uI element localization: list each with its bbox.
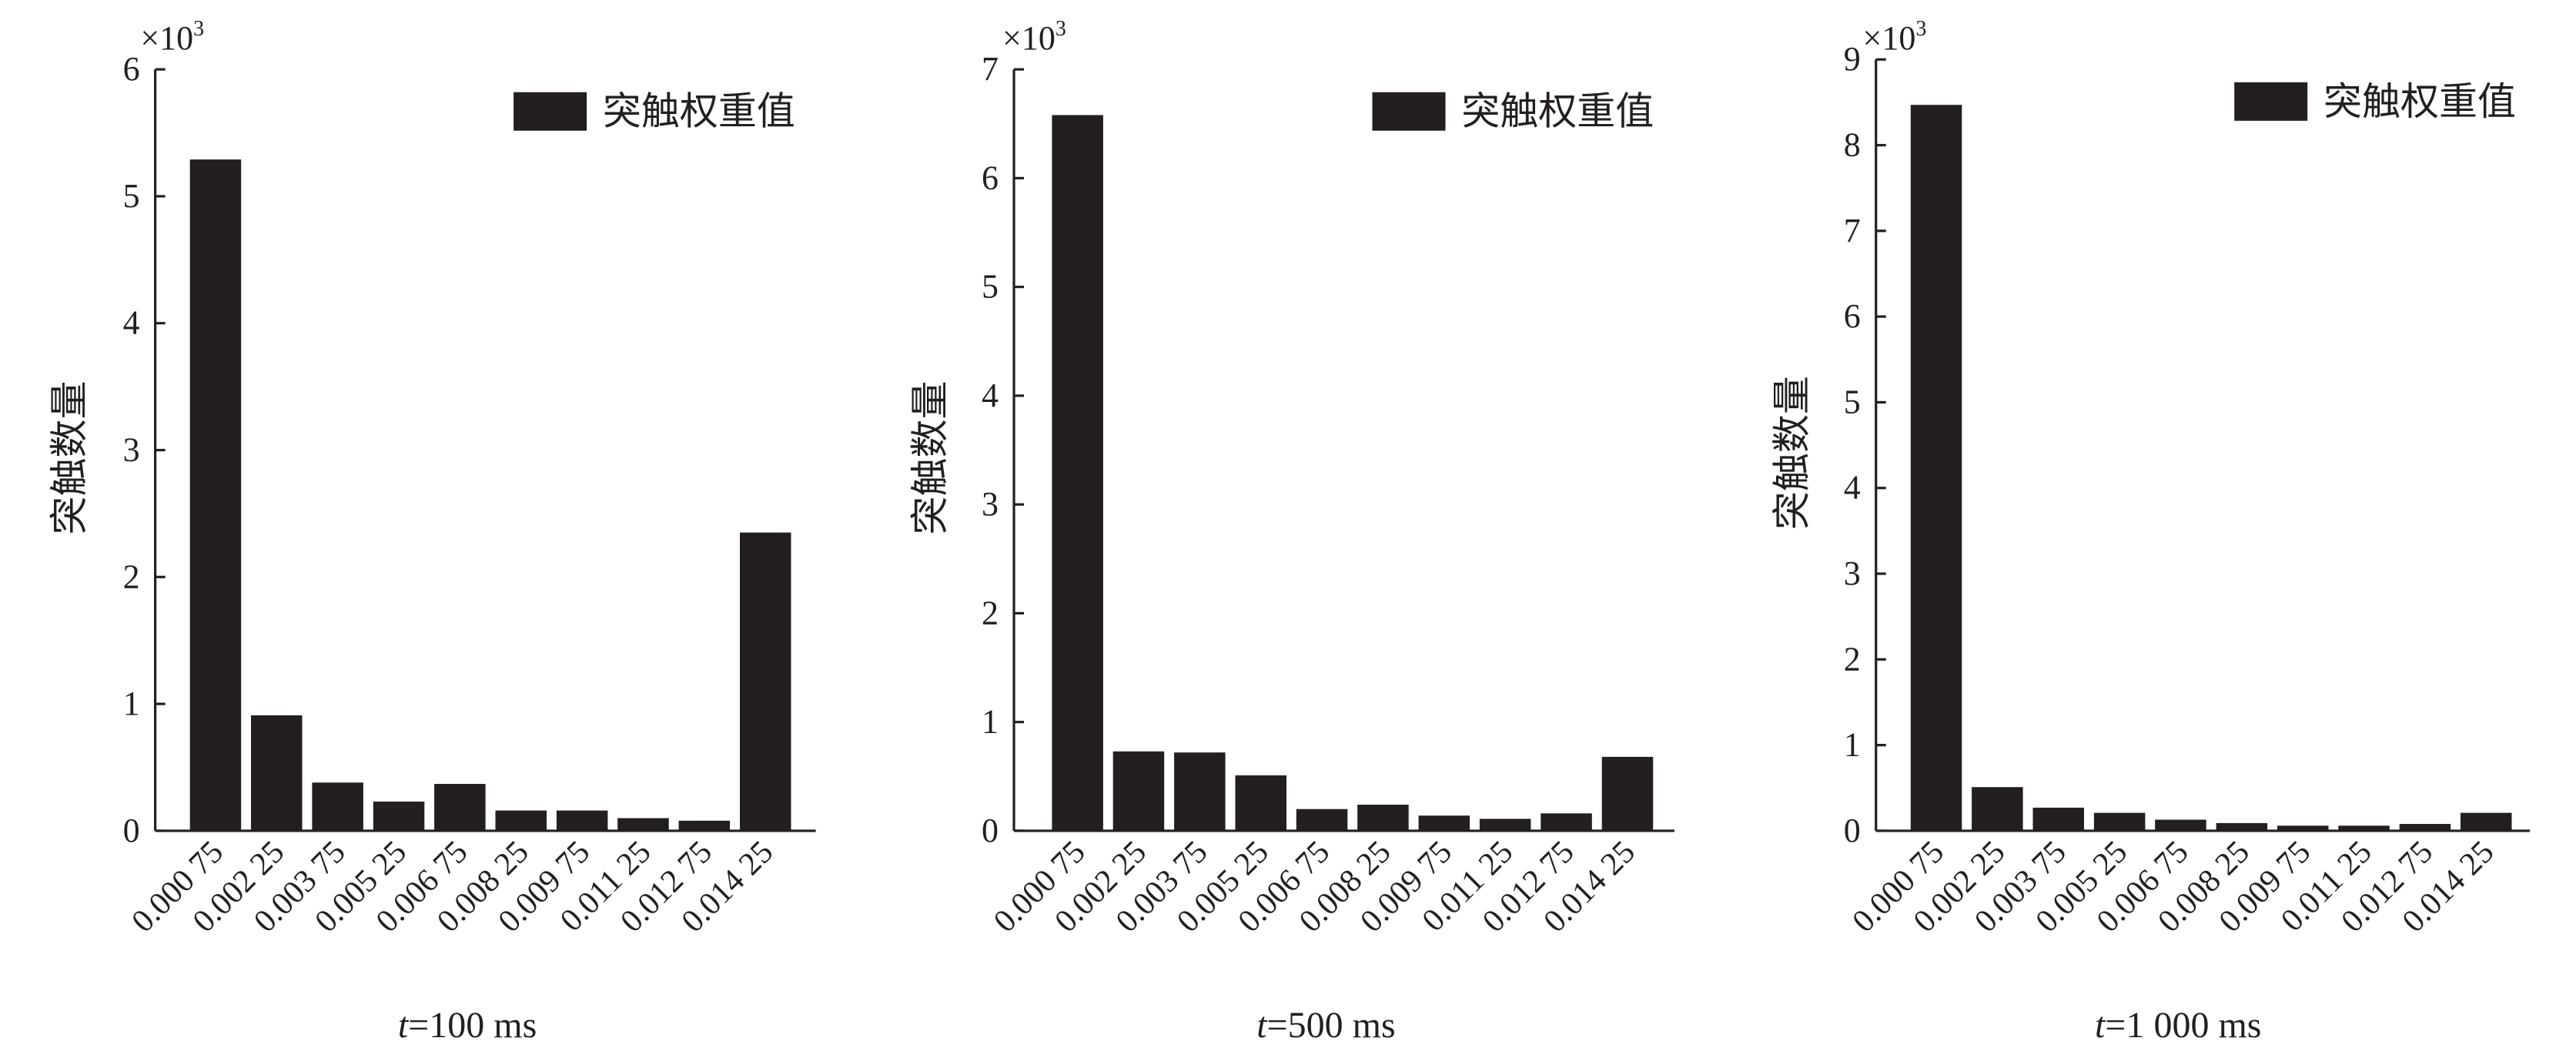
bar <box>1541 813 1592 831</box>
bar <box>2155 819 2206 831</box>
y-axis-label: 突触数量 <box>1770 376 1813 530</box>
y-tick-label: 9 <box>1844 40 1861 78</box>
y-tick-label: 8 <box>1844 126 1861 164</box>
y-tick-label: 1 <box>1844 726 1861 764</box>
bar <box>1972 787 2023 831</box>
y-axis-label: 突触数量 <box>908 381 952 535</box>
bar <box>434 784 486 831</box>
y-tick-label: 7 <box>1844 212 1861 249</box>
bar <box>678 820 731 831</box>
y-tick-label: 5 <box>123 177 140 215</box>
bar <box>2277 825 2329 831</box>
x-axis-label: t=100 ms <box>398 1005 537 1046</box>
y-tick-label: 6 <box>123 50 140 88</box>
y-tick-label: 1 <box>982 703 999 741</box>
y-tick-label: 4 <box>982 377 999 414</box>
y-axis-label: 突触数量 <box>48 381 91 535</box>
bar <box>2399 824 2451 831</box>
bar <box>1357 805 1409 831</box>
legend-swatch <box>1372 92 1446 131</box>
bar <box>1296 809 1348 831</box>
y-tick-label: 4 <box>1844 469 1861 507</box>
bar <box>1052 115 1103 831</box>
bar <box>740 532 791 831</box>
bar <box>312 782 363 831</box>
bar <box>1174 752 1226 831</box>
bar <box>1235 775 1286 831</box>
bar <box>1910 105 1962 831</box>
bar <box>2032 807 2084 831</box>
y-tick-label: 0 <box>123 812 140 849</box>
bar <box>495 810 547 831</box>
y-tick-label: 5 <box>1844 383 1861 420</box>
bar <box>556 810 608 831</box>
y-tick-label: 6 <box>1844 297 1861 335</box>
legend-label: 突触权重值 <box>1461 90 1654 133</box>
y-tick-label: 5 <box>982 268 999 306</box>
x-axis-label: t=1 000 ms <box>2095 1005 2261 1046</box>
bar <box>2093 812 2146 831</box>
y-tick-label: 2 <box>1844 640 1861 678</box>
bar <box>189 159 242 831</box>
y-tick-label: 6 <box>982 159 999 196</box>
x-axis-label: t=500 ms <box>1256 1005 1395 1046</box>
y-tick-label: 1 <box>123 685 140 722</box>
legend-swatch <box>514 92 587 131</box>
y-tick-label: 3 <box>1844 554 1861 592</box>
bar <box>251 715 303 831</box>
bar <box>1601 756 1654 831</box>
legend-label: 突触权重值 <box>603 90 795 133</box>
bar <box>1112 751 1165 831</box>
y-tick-label: 0 <box>982 812 999 849</box>
y-multiplier-label: ×103 <box>1002 17 1066 57</box>
legend-label: 突触权重值 <box>2323 80 2516 123</box>
bar <box>617 818 669 831</box>
y-tick-label: 7 <box>982 50 999 88</box>
bar <box>2216 822 2268 831</box>
y-tick-label: 2 <box>123 557 140 595</box>
y-multiplier-label: ×103 <box>1863 17 1927 57</box>
y-tick-label: 4 <box>123 304 140 342</box>
bar <box>1479 819 1531 831</box>
y-tick-label: 3 <box>123 431 140 469</box>
bar <box>2461 812 2512 831</box>
y-tick-label: 3 <box>982 485 999 523</box>
bar <box>1418 815 1470 831</box>
legend-swatch <box>2234 82 2308 121</box>
bar <box>2338 825 2390 831</box>
y-tick-label: 0 <box>1844 812 1861 849</box>
y-multiplier-label: ×103 <box>140 17 204 57</box>
y-tick-label: 2 <box>982 594 999 631</box>
bar <box>373 802 425 831</box>
